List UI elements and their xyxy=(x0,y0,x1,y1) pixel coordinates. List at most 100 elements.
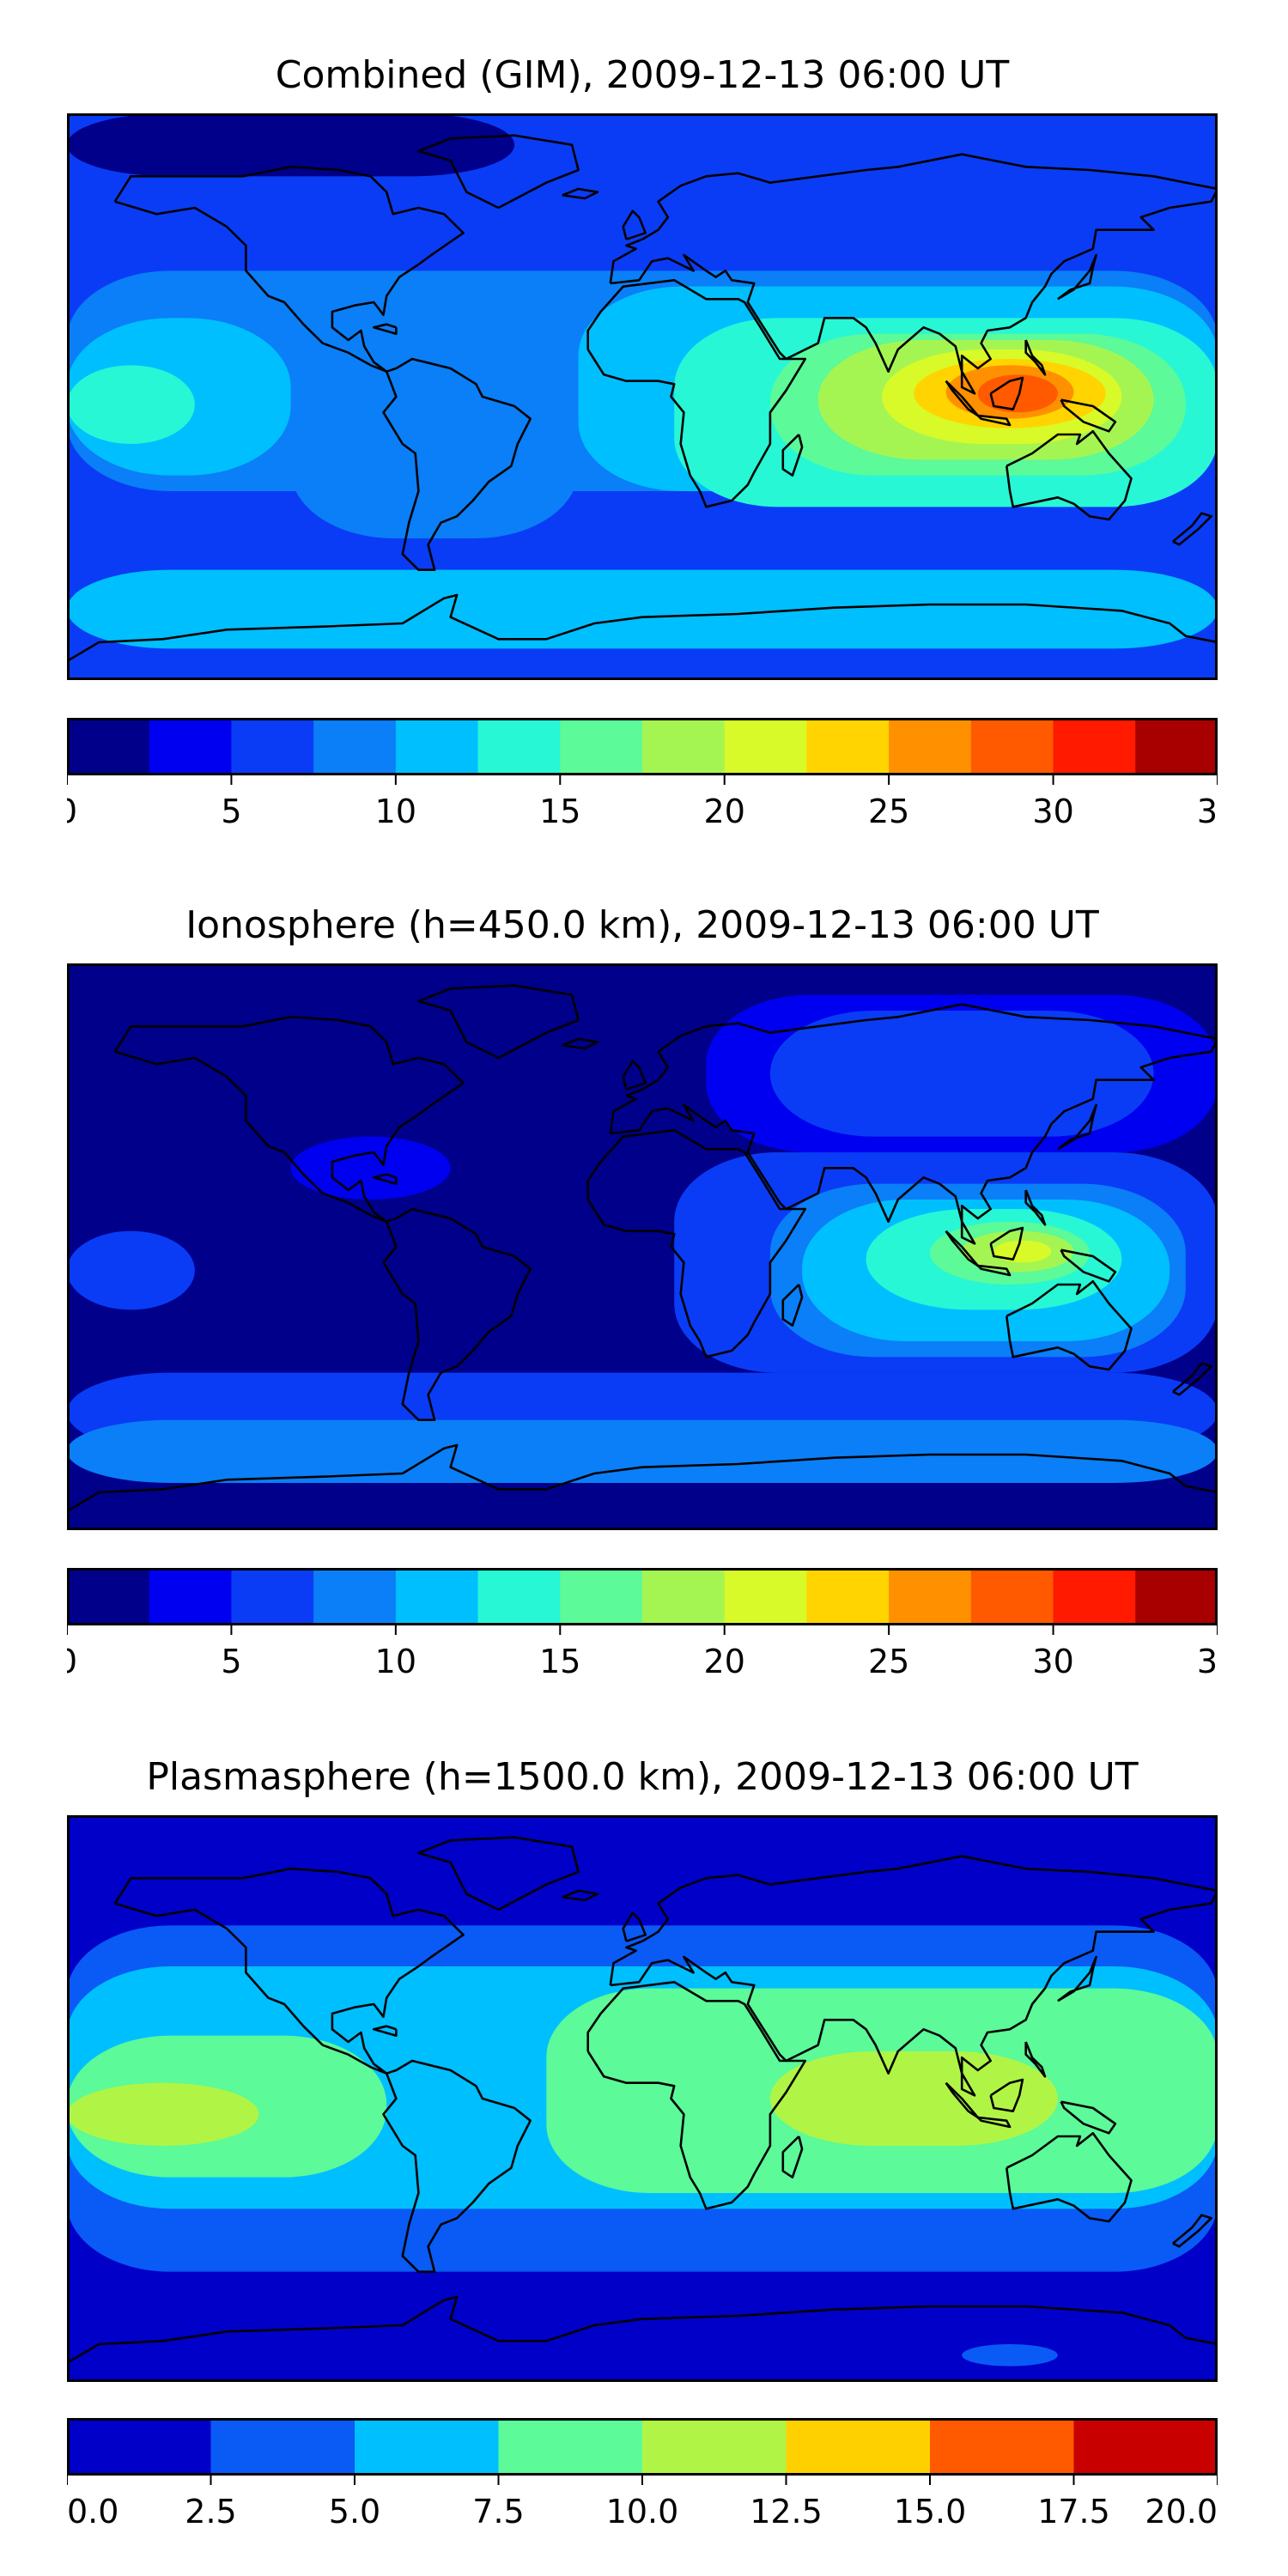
colorbar-segment-6 xyxy=(560,1568,643,1625)
coastline-1 xyxy=(417,134,580,210)
colorbar-frame xyxy=(67,2418,1218,2476)
colorbar-segment-10 xyxy=(889,1568,972,1625)
colorbar-tick-label: 15.0 xyxy=(894,2493,967,2530)
colorbar-segment-4 xyxy=(395,1568,479,1625)
coastline-3 xyxy=(609,153,1218,395)
map-ionosphere xyxy=(67,963,1218,1530)
colorbar-segment-12 xyxy=(1053,718,1136,775)
colorbar-segment-10 xyxy=(889,718,972,775)
coastlines xyxy=(67,134,1218,663)
coastline-12 xyxy=(976,1264,1012,1277)
coastline-6 xyxy=(781,1284,804,1327)
colorbar-segment-2 xyxy=(355,2418,499,2475)
coastline-14 xyxy=(1024,1189,1047,1226)
coastline-9 xyxy=(1057,1103,1097,1151)
coastline-11 xyxy=(989,376,1024,410)
colorbar-segment-13 xyxy=(1135,718,1218,775)
colorbar-segment-7 xyxy=(642,1568,726,1625)
coastline-4 xyxy=(586,1129,807,1358)
colorbar-segment-9 xyxy=(806,718,890,775)
colorbar-segment-1 xyxy=(149,1568,232,1625)
coastline-16 xyxy=(1172,2214,1212,2248)
colorbar-segment-7 xyxy=(642,718,726,775)
field-contour-5 xyxy=(769,2051,1058,2146)
colorbar-tick-label: 12.5 xyxy=(750,2493,823,2530)
map-combined xyxy=(67,113,1218,680)
coastline-9 xyxy=(1057,1955,1097,2002)
colorbar-segment-5 xyxy=(477,718,561,775)
coastline-5 xyxy=(1005,2132,1133,2223)
coastline-0 xyxy=(113,166,465,373)
coastline-7 xyxy=(67,593,1218,663)
coastline-5 xyxy=(1005,430,1133,521)
colorbar-tick-label: 25 xyxy=(868,1643,909,1680)
coastline-15 xyxy=(373,1173,398,1185)
colorbar-segment-12 xyxy=(1053,1568,1136,1625)
coastline-3 xyxy=(609,1855,1218,2097)
colorbar-segment-6 xyxy=(560,718,643,775)
map-title-ionosphere: Ionosphere (h=450.0 km), 2009-12-13 06:0… xyxy=(185,903,1099,947)
field-contour-11 xyxy=(977,374,1058,413)
coastline-1 xyxy=(417,984,580,1060)
colorbar-tick-label: 30 xyxy=(1032,793,1073,830)
colorbar-segment-0 xyxy=(67,718,150,775)
map-title-plasmasphere: Plasmasphere (h=1500.0 km), 2009-12-13 0… xyxy=(146,1755,1139,1799)
field-contour-12 xyxy=(67,1230,195,1310)
map-frame xyxy=(67,113,1218,680)
coastline-10 xyxy=(945,380,980,417)
coastline-6 xyxy=(781,2136,804,2178)
coastline-8 xyxy=(622,210,647,240)
colorbar-tick-label: 20 xyxy=(704,1643,745,1680)
colorbar-segment-6 xyxy=(930,2418,1074,2475)
colorbar-segment-13 xyxy=(1135,1568,1218,1625)
field-contour-3 xyxy=(67,1419,1218,1483)
colorbar-tick-label: 15 xyxy=(539,1643,580,1680)
colorbar-segment-11 xyxy=(970,1568,1054,1625)
colorbar-segment-8 xyxy=(724,718,807,775)
colorbar-tick-label: 35 xyxy=(1197,1643,1218,1680)
colorbar-tick-label: 5.0 xyxy=(329,2493,380,2530)
coastline-11 xyxy=(989,2078,1024,2112)
colorbar-tick-label: 17.5 xyxy=(1037,2493,1110,2530)
colorbar-tick-label: 10 xyxy=(375,1643,416,1680)
colorbar-segment-3 xyxy=(498,2418,643,2475)
colorbar-tick-label: 0 xyxy=(67,1643,77,1680)
field-contour-6 xyxy=(962,2344,1058,2366)
coastline-15 xyxy=(373,2025,398,2037)
colorbar-tick-label: 10.0 xyxy=(606,2493,679,2530)
colorbar-frame xyxy=(67,718,1218,775)
colorbar-segment-7 xyxy=(1073,2418,1218,2475)
field-contour-11 xyxy=(993,1240,1052,1263)
colorbar-segment-3 xyxy=(313,718,397,775)
coastline-8 xyxy=(622,1060,647,1091)
coastline-7 xyxy=(67,2295,1218,2365)
colorbar-tick-label: 10 xyxy=(375,793,416,830)
coastline-2 xyxy=(382,2059,532,2273)
colorbar-segment-1 xyxy=(210,2418,355,2475)
coastline-14 xyxy=(1024,2041,1047,2078)
colorbar-tick-label: 35 xyxy=(1197,793,1218,830)
colorbar-segment-0 xyxy=(67,1568,150,1625)
colorbar-segment-5 xyxy=(477,1568,561,1625)
field-contour-4 xyxy=(290,349,579,538)
colorbar-segment-9 xyxy=(806,1568,890,1625)
map-frame xyxy=(67,963,1218,1530)
colorbar-tick-label: 5 xyxy=(221,1643,241,1680)
coastline-13 xyxy=(1060,1249,1117,1283)
colorbar-tick-label: 15 xyxy=(539,793,580,830)
coastline-17 xyxy=(562,1889,599,1902)
coastline-13 xyxy=(1060,398,1117,433)
coastlines xyxy=(67,1836,1218,2365)
coastline-3 xyxy=(609,1003,1218,1245)
coastline-12 xyxy=(976,414,1012,427)
colorbar-segment-5 xyxy=(786,2418,931,2475)
colorbar-segment-3 xyxy=(313,1568,397,1625)
coastline-13 xyxy=(1060,2100,1117,2135)
colorbar-tick-label: 0.0 xyxy=(67,2493,118,2530)
coastline-10 xyxy=(945,2081,980,2119)
colorbar-segment-8 xyxy=(724,1568,807,1625)
coastline-17 xyxy=(562,187,599,200)
colorbar-tick-label: 25 xyxy=(868,793,909,830)
colorbar-tick-label: 5 xyxy=(221,793,241,830)
field-contour-4 xyxy=(67,2082,259,2146)
